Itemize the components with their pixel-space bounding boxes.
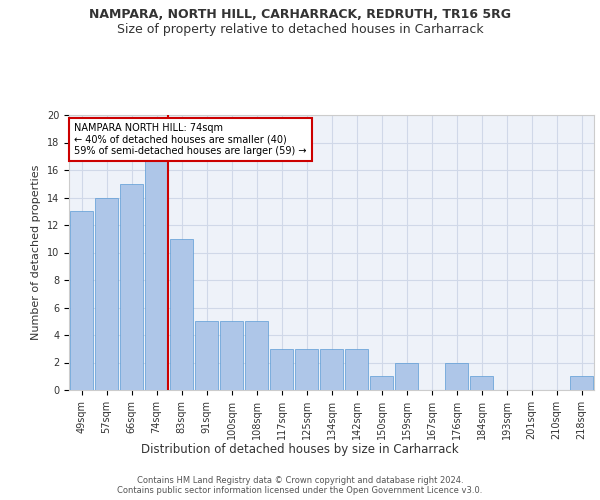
Text: Contains HM Land Registry data © Crown copyright and database right 2024.
Contai: Contains HM Land Registry data © Crown c… xyxy=(118,476,482,495)
Bar xyxy=(320,349,343,390)
Bar xyxy=(570,376,593,390)
Bar xyxy=(395,362,418,390)
Bar xyxy=(145,156,168,390)
Bar xyxy=(445,362,468,390)
Bar xyxy=(120,184,143,390)
Bar xyxy=(245,322,268,390)
Bar xyxy=(370,376,393,390)
Bar xyxy=(170,239,193,390)
Bar xyxy=(95,198,118,390)
Bar xyxy=(70,211,93,390)
Bar xyxy=(295,349,318,390)
Bar xyxy=(220,322,243,390)
Text: NAMPARA NORTH HILL: 74sqm
← 40% of detached houses are smaller (40)
59% of semi-: NAMPARA NORTH HILL: 74sqm ← 40% of detac… xyxy=(74,123,307,156)
Text: Distribution of detached houses by size in Carharrack: Distribution of detached houses by size … xyxy=(141,442,459,456)
Text: NAMPARA, NORTH HILL, CARHARRACK, REDRUTH, TR16 5RG: NAMPARA, NORTH HILL, CARHARRACK, REDRUTH… xyxy=(89,8,511,20)
Bar xyxy=(270,349,293,390)
Bar xyxy=(345,349,368,390)
Y-axis label: Number of detached properties: Number of detached properties xyxy=(31,165,41,340)
Bar xyxy=(195,322,218,390)
Text: Size of property relative to detached houses in Carharrack: Size of property relative to detached ho… xyxy=(116,22,484,36)
Bar xyxy=(470,376,493,390)
